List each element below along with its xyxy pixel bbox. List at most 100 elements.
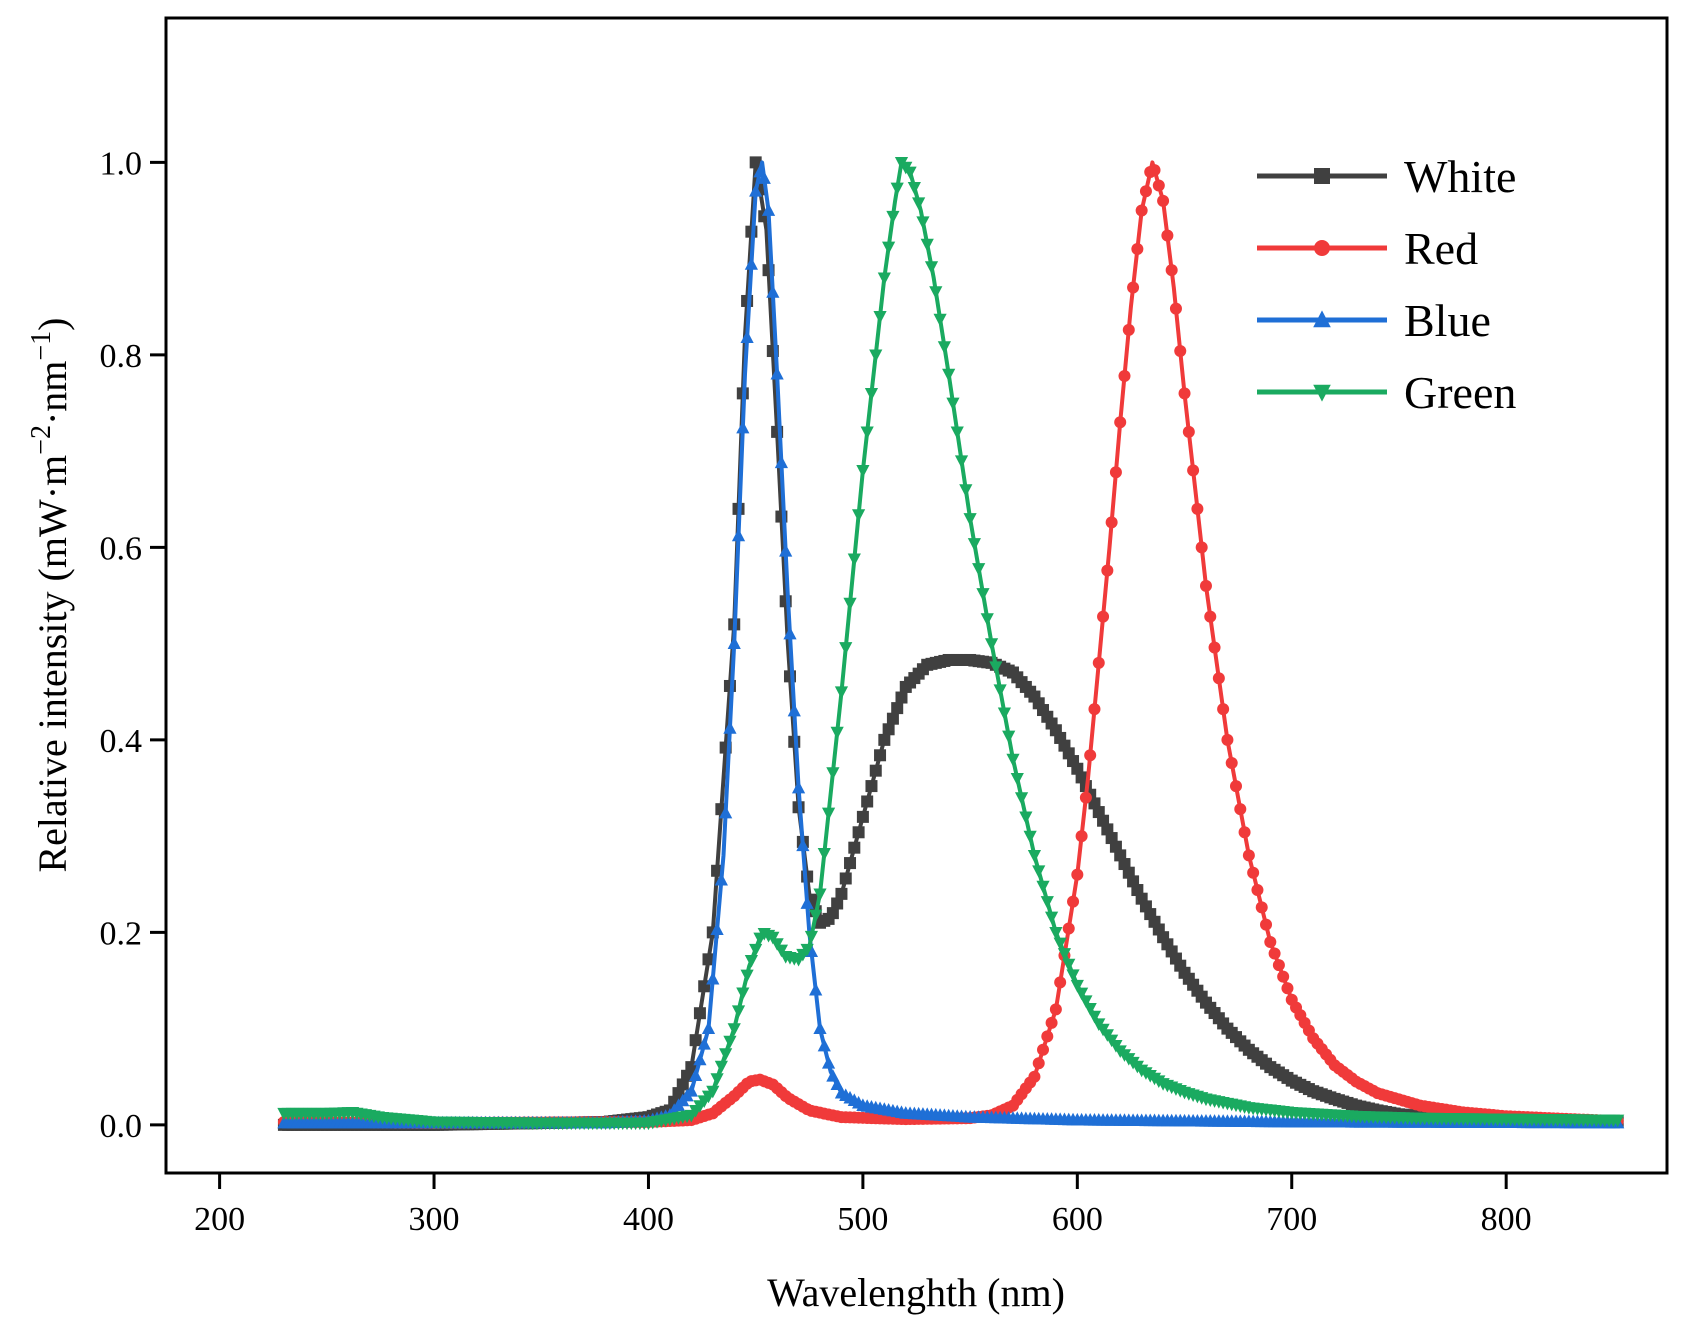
y-axis: 0.0 0.2 0.4 0.6 0.8 1.0: [100, 145, 166, 1145]
data-point: [689, 1068, 703, 1081]
data-point: [1247, 866, 1260, 879]
data-point: [710, 922, 724, 936]
data-point: [1229, 780, 1242, 793]
data-point: [813, 888, 827, 902]
data-point: [835, 887, 848, 900]
legend: White Red Blue Green: [1257, 151, 1516, 418]
data-point: [1114, 416, 1127, 429]
data-point: [757, 171, 771, 184]
data-point: [1221, 733, 1234, 746]
y-tick-label: 0.4: [100, 723, 143, 760]
data-point: [770, 938, 784, 951]
data-point: [844, 857, 857, 870]
data-point: [1157, 194, 1170, 207]
data-point: [1242, 849, 1255, 862]
y-tick-label: 0.6: [100, 530, 143, 567]
data-point: [834, 686, 849, 699]
y-tick-label: 0.2: [100, 915, 143, 952]
data-point: [1088, 703, 1101, 716]
data-point: [744, 955, 758, 968]
data-point: [1260, 918, 1273, 931]
data-point: [1169, 302, 1182, 315]
x-tick-label: 600: [1052, 1201, 1103, 1238]
legend-marker-red: [1314, 240, 1330, 256]
data-point: [774, 944, 789, 958]
data-point: [1131, 243, 1144, 255]
data-point: [796, 838, 810, 852]
data-point: [727, 1023, 741, 1036]
data-point: [1062, 922, 1075, 935]
data-point: [864, 387, 879, 401]
legend-marker-green: [1313, 384, 1331, 402]
data-point: [878, 733, 891, 746]
data-point: [684, 1083, 698, 1097]
data-point: [826, 907, 839, 920]
data-point: [1268, 947, 1281, 960]
data-point: [869, 764, 882, 777]
data-point: [1264, 936, 1277, 948]
series-layer: [277, 156, 1625, 1131]
data-point: [693, 1007, 706, 1020]
data-point: [856, 464, 870, 478]
data-point: [826, 767, 840, 780]
data-point: [1071, 868, 1084, 881]
data-point: [830, 1077, 844, 1091]
data-point: [1023, 830, 1037, 844]
data-point: [1161, 229, 1174, 242]
data-point: [783, 626, 797, 640]
data-point: [1066, 969, 1080, 982]
data-point: [1049, 1003, 1062, 1016]
data-point: [942, 368, 956, 382]
legend-label-red: Red: [1404, 223, 1478, 274]
data-point: [761, 203, 776, 216]
data-point: [912, 197, 926, 210]
data-point: [959, 484, 973, 497]
data-point: [882, 723, 895, 736]
data-point: [731, 1005, 746, 1018]
data-point: [929, 286, 943, 299]
data-point: [1092, 656, 1105, 669]
data-point: [831, 897, 844, 910]
data-point: [1027, 849, 1042, 863]
plot-frame: [164, 16, 1669, 1175]
data-point: [1032, 1057, 1045, 1070]
y-tick-label: 0.8: [100, 338, 143, 375]
data-point: [1118, 370, 1131, 383]
data-point: [774, 455, 789, 469]
data-point: [1165, 264, 1178, 277]
data-point: [843, 597, 857, 611]
data-point: [1049, 926, 1063, 940]
data-point: [779, 544, 793, 557]
data-point: [1079, 995, 1093, 1008]
data-point: [972, 563, 986, 576]
data-point: [980, 613, 994, 626]
data-point: [1178, 387, 1191, 400]
data-point: [907, 182, 921, 195]
data-point: [770, 366, 784, 380]
data-point: [1041, 1030, 1054, 1043]
data-point: [723, 1035, 737, 1049]
data-point: [1272, 959, 1285, 972]
data-point: [1182, 425, 1195, 438]
data-point: [1067, 895, 1080, 908]
data-point: [731, 528, 746, 542]
data-point: [1187, 464, 1200, 477]
data-point: [740, 330, 754, 343]
data-point: [1127, 281, 1140, 294]
data-point: [1079, 791, 1092, 804]
data-point: [719, 805, 733, 819]
data-point: [1019, 811, 1033, 825]
data-point: [963, 513, 977, 526]
data-point: [920, 238, 934, 252]
data-point: [1070, 979, 1084, 993]
data-point: [817, 848, 831, 861]
data-point: [1097, 610, 1110, 623]
legend-marker-white: [1314, 168, 1330, 184]
data-point: [874, 749, 887, 762]
data-point: [1238, 826, 1251, 839]
legend-label-green: Green: [1404, 367, 1516, 418]
x-tick-label: 500: [837, 1201, 888, 1238]
data-point: [1062, 958, 1076, 972]
data-point: [736, 420, 750, 434]
data-point: [800, 896, 814, 909]
